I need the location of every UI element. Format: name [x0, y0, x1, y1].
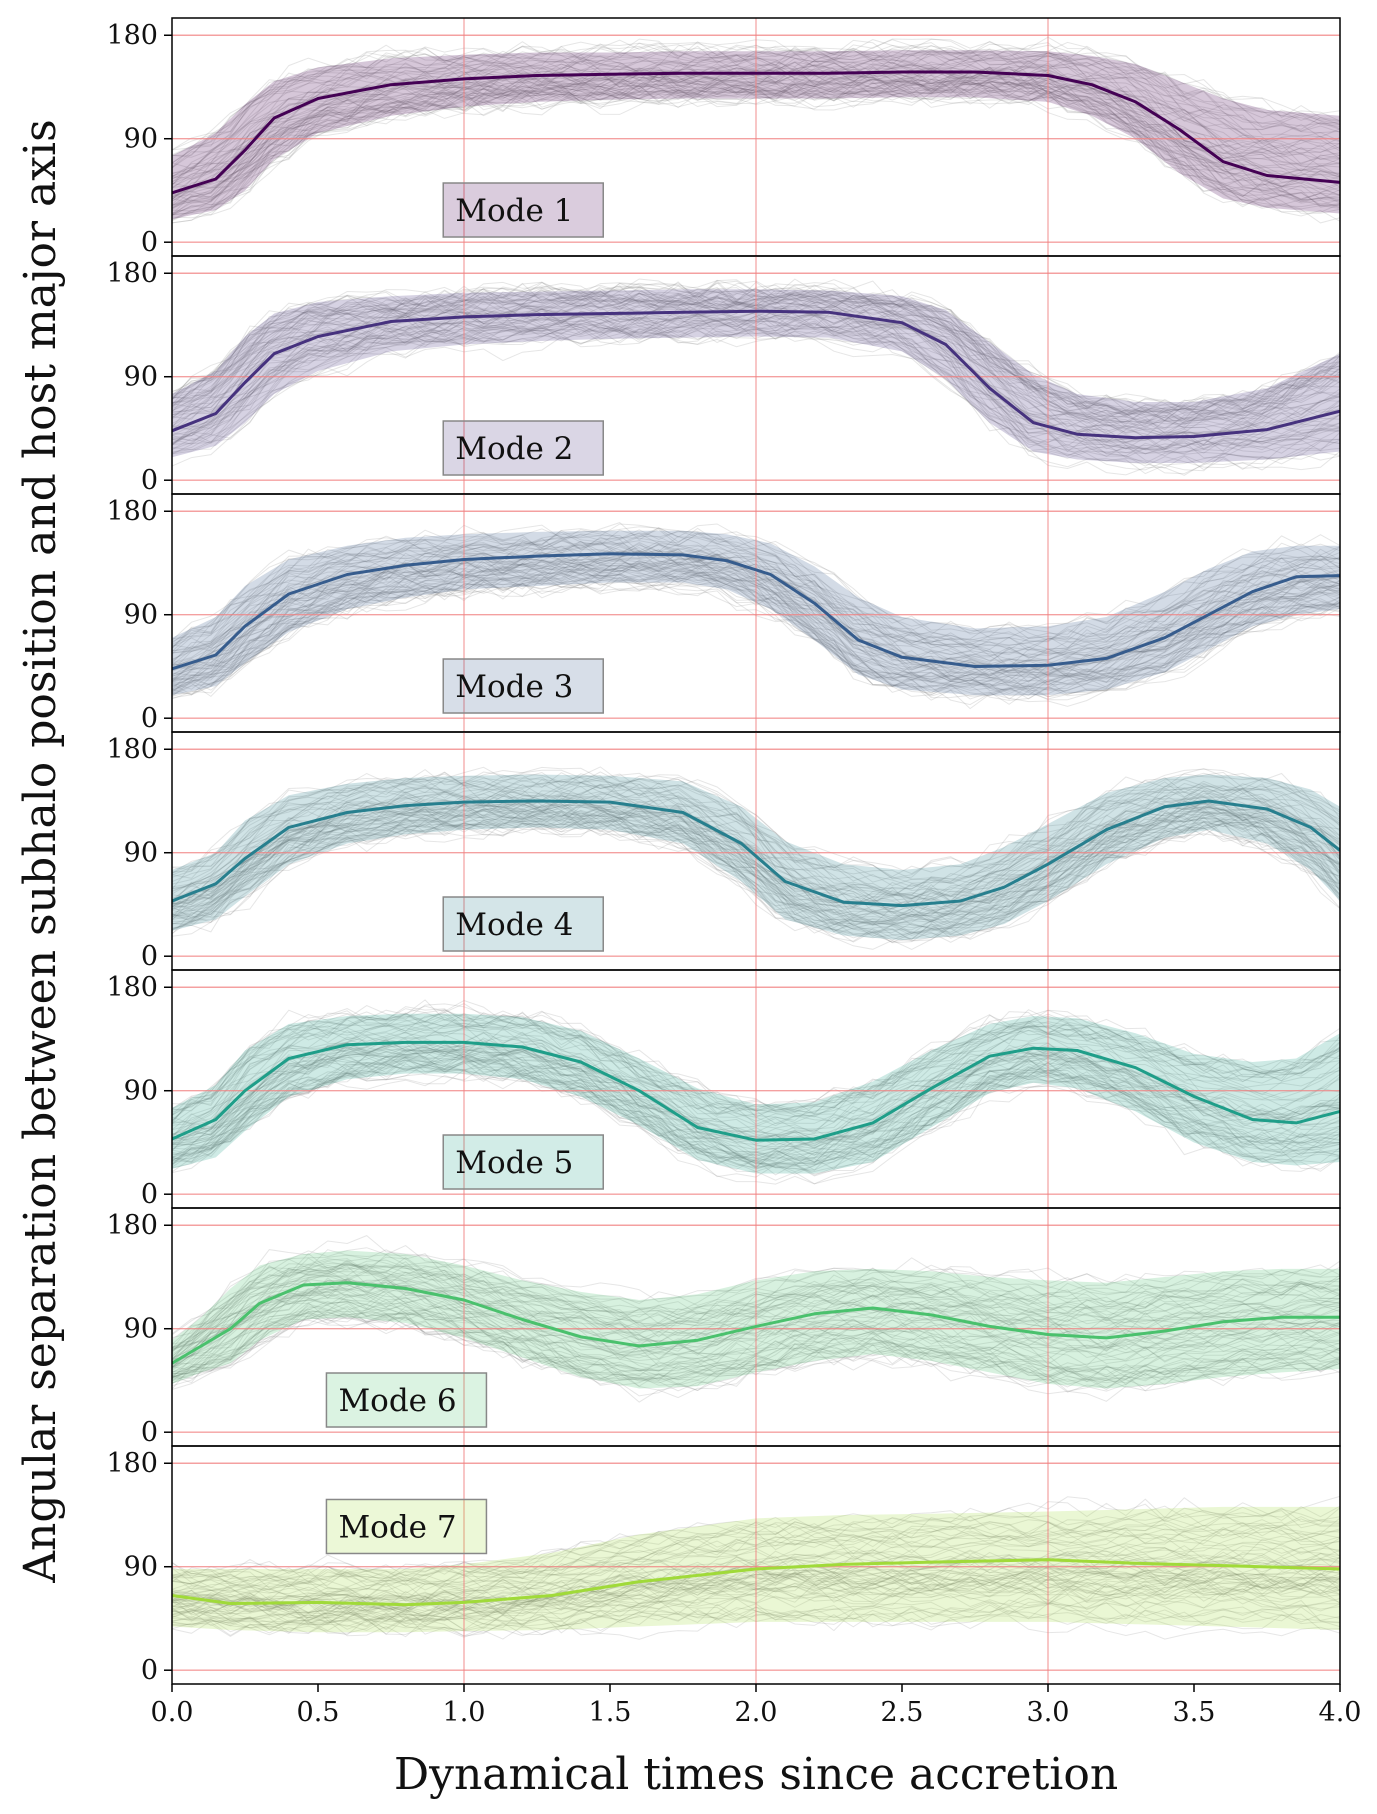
y-tick-label: 90 [124, 1552, 158, 1583]
x-tick-label: 1.0 [443, 1697, 486, 1728]
x-tick-labels: 0.0 0.5 1.0 1.5 2.0 2.5 3.0 3.5 4.0 [151, 1684, 1362, 1728]
x-tick-label: 4.0 [1319, 1697, 1362, 1728]
plot-area [172, 494, 1340, 732]
y-tick-label: 90 [124, 124, 158, 155]
y-tick-label: 0 [141, 703, 158, 734]
y-tick-label: 0 [141, 1655, 158, 1686]
y-tick-label: 180 [106, 20, 158, 51]
x-tick-label: 2.0 [735, 1697, 778, 1728]
y-tick-label: 0 [141, 227, 158, 258]
plot-area [172, 732, 1340, 970]
y-tick-label: 180 [106, 972, 158, 1003]
mode-label: Mode 7 [338, 1509, 456, 1545]
x-axis-title: Dynamical times since accretion [394, 1749, 1118, 1800]
y-tick-label: 90 [124, 1076, 158, 1107]
mode-label: Mode 3 [455, 669, 573, 705]
panels-group: 0 90 180 Mode 1 0 90 180 Mode 2 0 90 180 Mode 3 0 90 1… [106, 18, 1340, 1686]
mode-label: Mode 5 [455, 1145, 573, 1181]
plot-area [172, 256, 1340, 494]
mode-label: Mode 6 [338, 1383, 456, 1419]
y-tick-label: 180 [106, 1448, 158, 1479]
x-tick-label: 3.0 [1027, 1697, 1070, 1728]
y-tick-label: 180 [106, 1210, 158, 1241]
y-tick-label: 90 [124, 600, 158, 631]
y-axis-title: Angular separation between subhalo posit… [15, 119, 66, 1583]
panel-3: 0 90 180 Mode 3 [106, 494, 1340, 734]
mode-label: Mode 2 [455, 431, 573, 467]
panel-5: 0 90 180 Mode 5 [106, 970, 1340, 1210]
x-tick-label: 0.5 [297, 1697, 340, 1728]
y-tick-label: 0 [141, 1179, 158, 1210]
mode-label: Mode 1 [455, 193, 573, 229]
mode-label: Mode 4 [455, 907, 573, 943]
y-tick-label: 90 [124, 362, 158, 393]
x-tick-label: 0.0 [151, 1697, 194, 1728]
panel-2: 0 90 180 Mode 2 [106, 256, 1340, 496]
y-tick-label: 180 [106, 258, 158, 289]
plot-area [172, 18, 1340, 256]
y-tick-label: 0 [141, 941, 158, 972]
plot-area [172, 1446, 1340, 1684]
y-tick-label: 90 [124, 1314, 158, 1345]
y-tick-label: 180 [106, 496, 158, 527]
panel-4: 0 90 180 Mode 4 [106, 732, 1340, 972]
panel-7: 0 90 180 Mode 7 [106, 1446, 1340, 1686]
plot-area [172, 970, 1340, 1208]
x-tick-label: 3.5 [1173, 1697, 1216, 1728]
y-tick-label: 0 [141, 465, 158, 496]
x-tick-label: 2.5 [881, 1697, 924, 1728]
panel-6: 0 90 180 Mode 6 [106, 1208, 1340, 1448]
y-tick-label: 90 [124, 838, 158, 869]
x-tick-label: 1.5 [589, 1697, 632, 1728]
grid-lines [172, 732, 1340, 970]
y-tick-label: 180 [106, 734, 158, 765]
y-tick-label: 0 [141, 1417, 158, 1448]
panel-1: 0 90 180 Mode 1 [106, 18, 1340, 258]
